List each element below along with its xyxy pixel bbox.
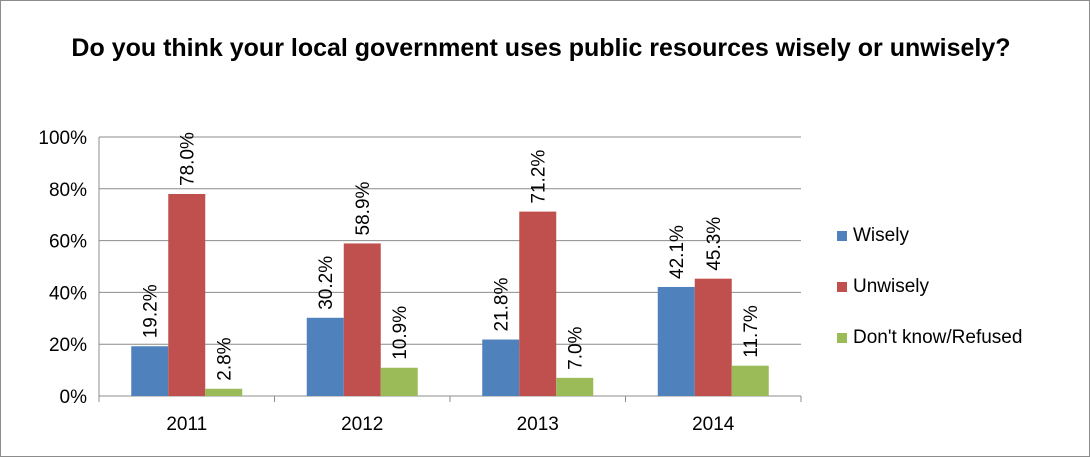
data-label: 30.2% (316, 256, 337, 310)
y-tick-label: 0% (60, 387, 88, 408)
bar-don-t-know-refused (731, 365, 769, 396)
legend-label: Unwisely (853, 276, 930, 297)
data-label: 11.7% (741, 305, 762, 358)
data-label: 45.3% (704, 217, 725, 271)
bar-unwisely (343, 243, 381, 396)
y-tick-label: 80% (49, 180, 87, 201)
y-tick-label: 60% (49, 232, 87, 253)
y-tick-label: 40% (49, 283, 87, 304)
bar-don-t-know-refused (380, 367, 418, 396)
data-label: 21.8% (492, 278, 513, 332)
bar-wisely (657, 286, 695, 396)
bar-unwisely (694, 278, 732, 396)
bar-don-t-know-refused (205, 388, 243, 396)
legend-swatch (837, 231, 847, 241)
legend-swatch (837, 282, 847, 292)
x-tick-label: 2013 (517, 414, 559, 435)
legend-item: Don't know/Refused (837, 325, 1022, 351)
bar-wisely (131, 346, 169, 396)
data-label: 71.2% (529, 150, 550, 204)
bar-wisely (306, 317, 344, 396)
legend-label: Don't know/Refused (853, 327, 1023, 348)
bar-wisely (482, 339, 520, 396)
data-label: 58.9% (353, 181, 374, 235)
x-tick-label: 2011 (166, 414, 207, 435)
x-tick-label: 2014 (692, 414, 735, 435)
data-label: 7.0% (566, 326, 587, 369)
x-tick-label: 2012 (341, 414, 383, 435)
y-tick-label: 20% (49, 335, 87, 356)
legend-swatch (837, 333, 847, 343)
y-tick-label: 100% (38, 128, 87, 149)
chart-title: Do you think your local government uses … (71, 34, 1011, 62)
data-label: 10.9% (390, 306, 411, 360)
legend-item: Unwisely (837, 274, 1022, 300)
legend-label: Wisely (853, 225, 909, 246)
data-label: 19.2% (141, 284, 162, 338)
bar-unwisely (168, 193, 206, 396)
legend: Wisely Unwisely Don't know/Refused (837, 223, 1022, 376)
data-label: 42.1% (667, 225, 688, 279)
data-label: 78.0% (178, 132, 199, 186)
legend-item: Wisely (837, 223, 1022, 249)
bar-unwisely (519, 211, 557, 396)
bar-don-t-know-refused (556, 377, 594, 396)
data-label: 2.8% (215, 337, 236, 380)
